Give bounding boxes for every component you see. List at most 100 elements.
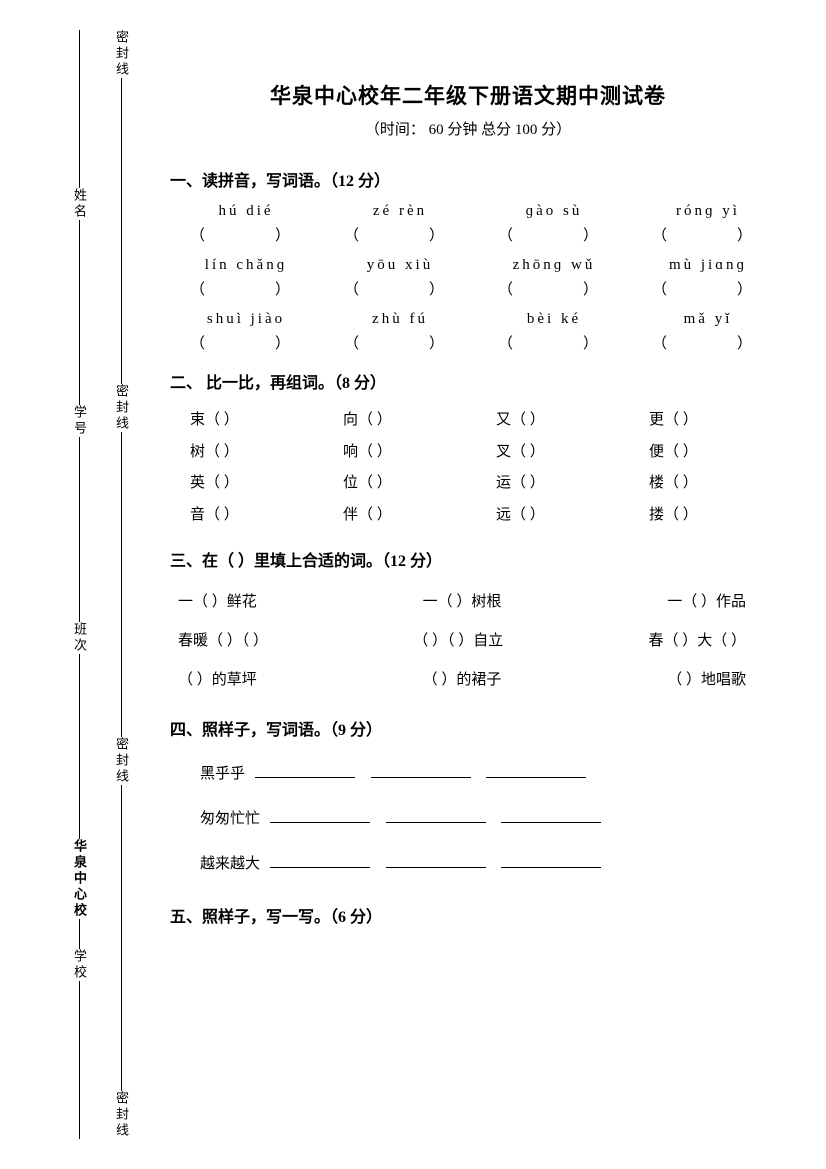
fill-cell: 一（ ）作品 (667, 583, 746, 622)
binding-line (121, 432, 122, 738)
pinyin-item: shuì jiào (186, 311, 306, 328)
fill-cell: （ ）（ ）自立 (413, 622, 503, 661)
example-word: 黑乎乎 (200, 766, 245, 782)
blank-underline (501, 809, 601, 823)
seal-label: 密封线 (112, 30, 131, 78)
blank-underline (270, 809, 370, 823)
compare-cell: 响（ ） (343, 437, 460, 469)
number-label: 学号 (70, 405, 89, 437)
section1-body: hú dié zé rèn ɡào sù rónɡ yì lín chǎnɡ y… (180, 203, 766, 353)
compare-cell: 位（ ） (343, 468, 460, 500)
answer-blank (642, 332, 762, 353)
compare-cell: 远（ ） (496, 500, 613, 532)
blank-underline (270, 854, 370, 868)
answer-blank (642, 278, 762, 299)
pinyin-item: bèi ké (494, 311, 614, 328)
binding-seal-column: 密封线 密封线 密封线 密封线 (112, 30, 131, 1139)
fill-cell: （ ）的裙子 (423, 661, 502, 700)
compare-cell: 向（ ） (343, 405, 460, 437)
seal-label: 密封线 (112, 384, 131, 432)
school-value: 华泉中心校 (70, 839, 89, 919)
fill-cell: 一（ ）鲜花 (178, 583, 257, 622)
section3-body: 一（ ）鲜花 一（ ）树根 一（ ）作品 春暖（ ）（ ） （ ）（ ）自立 春… (178, 583, 766, 700)
section3-head: 三、在（ ）里填上合适的词。（12 分） (170, 547, 766, 571)
binding-line (121, 78, 122, 384)
answer-blank (334, 278, 454, 299)
compare-cell: 更（ ） (649, 405, 766, 437)
compare-cell: 英（ ） (190, 468, 307, 500)
answer-blank (180, 332, 300, 353)
blank-underline (371, 764, 471, 778)
compare-cell: 树（ ） (190, 437, 307, 469)
answer-blank (334, 224, 454, 245)
section4-head: 四、照样子，写词语。（9 分） (170, 716, 766, 740)
pinyin-item: lín chǎnɡ (186, 257, 306, 274)
answer-blank (488, 224, 608, 245)
compare-cell: 伴（ ） (343, 500, 460, 532)
school-label: 学校 (70, 949, 89, 981)
fill-cell: 春（ ）大（ ） (648, 622, 746, 661)
blank-underline (486, 764, 586, 778)
section5-head: 五、照样子，写一写。（6 分） (170, 903, 766, 927)
section2-body: 束（ ） 向（ ） 又（ ） 更（ ） 树（ ） 响（ ） 叉（ ） 便（ ） … (190, 405, 766, 531)
compare-cell: 运（ ） (496, 468, 613, 500)
answer-row (180, 332, 766, 353)
compare-cell: 搂（ ） (649, 500, 766, 532)
exam-subtitle: （时间： 60 分钟 总分 100 分） (170, 118, 766, 139)
section1-head: 一、读拼音，写词语。（12 分） (170, 167, 766, 191)
compare-cell: 音（ ） (190, 500, 307, 532)
seal-label: 密封线 (112, 1091, 131, 1139)
class-underline (79, 654, 80, 734)
fill-row: 一（ ）鲜花 一（ ）树根 一（ ）作品 (178, 583, 766, 622)
exam-title: 华泉中心校年二年级下册语文期中测试卷 (170, 80, 766, 110)
answer-blank (488, 278, 608, 299)
compare-cell: 便（ ） (649, 437, 766, 469)
answer-blank (180, 278, 300, 299)
blank-underline (386, 809, 486, 823)
pinyin-item: zhōnɡ wǔ (494, 257, 614, 274)
compare-cell: 楼（ ） (649, 468, 766, 500)
answer-blank (180, 224, 300, 245)
section4-body: 黑乎乎 匆匆忙忙 越来越大 (200, 752, 766, 887)
name-underline (79, 220, 80, 300)
example-row: 越来越大 (200, 842, 766, 887)
example-row: 黑乎乎 (200, 752, 766, 797)
example-word: 匆匆忙忙 (200, 811, 260, 827)
pinyin-row: hú dié zé rèn ɡào sù rónɡ yì (180, 203, 766, 220)
pinyin-item: zhù fú (340, 311, 460, 328)
compare-cell: 叉（ ） (496, 437, 613, 469)
pinyin-item: zé rèn (340, 203, 460, 220)
compare-row: 音（ ） 伴（ ） 远（ ） 搂（ ） (190, 500, 766, 532)
name-label: 姓名 (70, 188, 89, 220)
blank-underline (501, 854, 601, 868)
answer-blank (334, 332, 454, 353)
compare-row: 束（ ） 向（ ） 又（ ） 更（ ） (190, 405, 766, 437)
fill-row: 春暖（ ）（ ） （ ）（ ）自立 春（ ）大（ ） (178, 622, 766, 661)
pinyin-row: shuì jiào zhù fú bèi ké mǎ yǐ (180, 311, 766, 328)
fill-cell: （ ）的草坪 (178, 661, 257, 700)
example-row: 匆匆忙忙 (200, 797, 766, 842)
pinyin-row: lín chǎnɡ yōu xiù zhōnɡ wǔ mù jiɑnɡ (180, 257, 766, 274)
blank-underline (386, 854, 486, 868)
pinyin-item: hú dié (186, 203, 306, 220)
compare-cell: 又（ ） (496, 405, 613, 437)
compare-row: 树（ ） 响（ ） 叉（ ） 便（ ） (190, 437, 766, 469)
pinyin-item: ɡào sù (494, 203, 614, 220)
pinyin-item: yōu xiù (340, 257, 460, 274)
school-underline (79, 919, 80, 949)
fill-row: （ ）的草坪 （ ）的裙子 （ ）地唱歌 (178, 661, 766, 700)
example-word: 越来越大 (200, 856, 260, 872)
answer-blank (642, 224, 762, 245)
fill-cell: （ ）地唱歌 (667, 661, 746, 700)
seal-label: 密封线 (112, 737, 131, 785)
fill-cell: 春暖（ ）（ ） (178, 622, 268, 661)
compare-cell: 束（ ） (190, 405, 307, 437)
number-underline (79, 437, 80, 517)
answer-row (180, 278, 766, 299)
binding-info-column: 姓名 学号 班次 华泉中心校 学校 (70, 30, 89, 1139)
binding-line (121, 785, 122, 1091)
section2-head: 二、 比一比，再组词。（8 分） (170, 369, 766, 393)
blank-underline (255, 764, 355, 778)
pinyin-item: rónɡ yì (648, 203, 768, 220)
fill-cell: 一（ ）树根 (423, 583, 502, 622)
